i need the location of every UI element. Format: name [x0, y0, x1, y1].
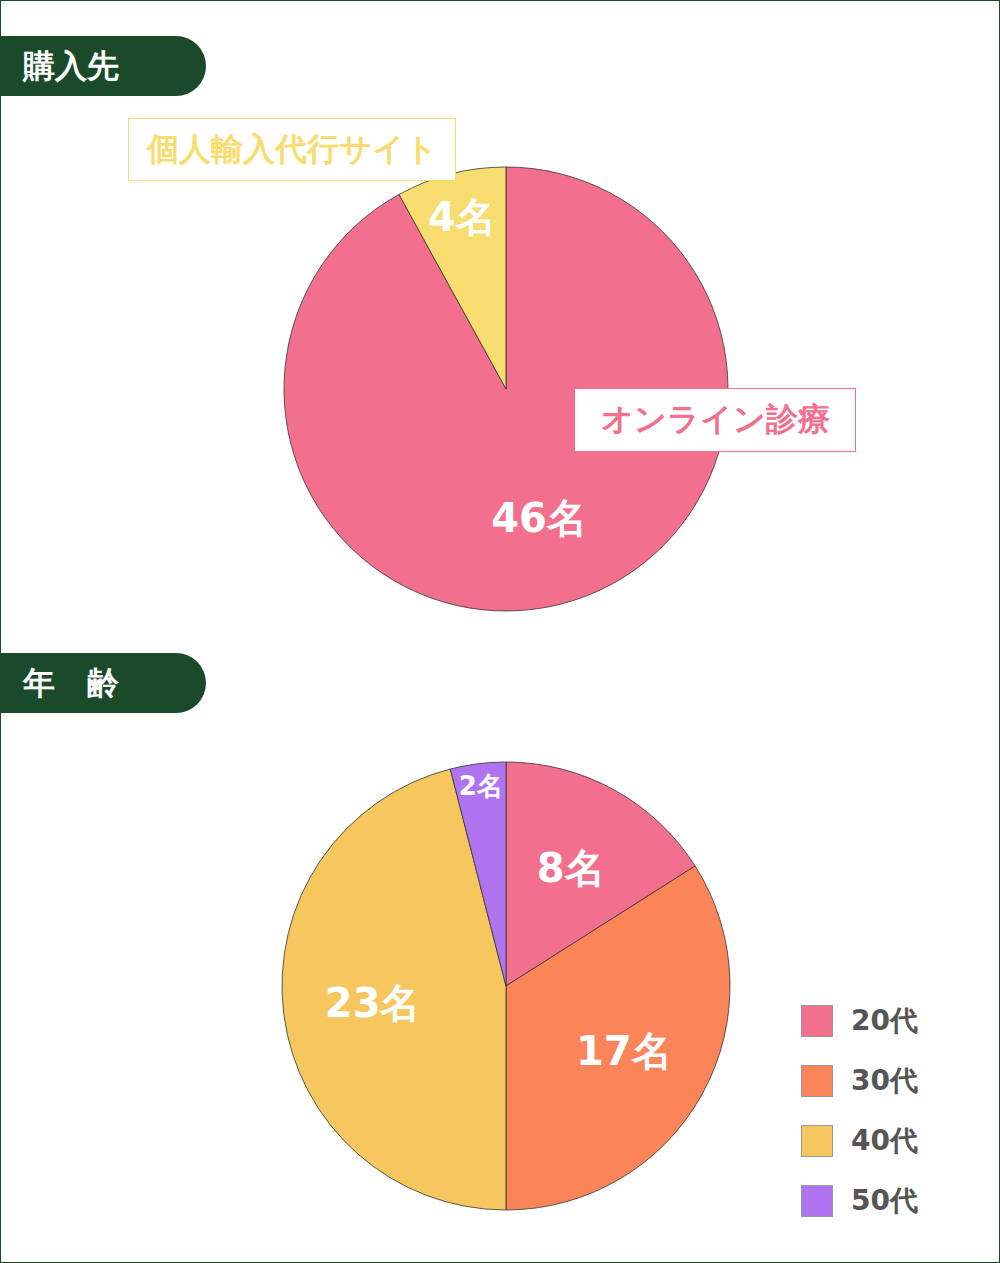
- svg-text:46名: 46名: [491, 495, 587, 541]
- html-text:オンライン診療: オンライン診療: [600, 400, 830, 438]
- svg-text:17名: 17名: [576, 1028, 672, 1074]
- svg-text:2名: 2名: [459, 771, 503, 801]
- html-text:個人輸入代行サイト: 個人輸入代行サイト: [146, 129, 438, 168]
- html-text:50代: 50代: [851, 1184, 918, 1217]
- svg-text:4名: 4名: [428, 194, 496, 240]
- html-text:30代: 30代: [851, 1064, 918, 1097]
- html-text:年 齢: 年 齢: [23, 664, 119, 702]
- svg-text:8名: 8名: [537, 845, 605, 891]
- svg-text:23名: 23名: [325, 980, 421, 1026]
- html-text:購入先: 購入先: [23, 47, 119, 85]
- html-text:40代: 40代: [851, 1124, 918, 1157]
- html-text:20代: 20代: [851, 1004, 918, 1037]
